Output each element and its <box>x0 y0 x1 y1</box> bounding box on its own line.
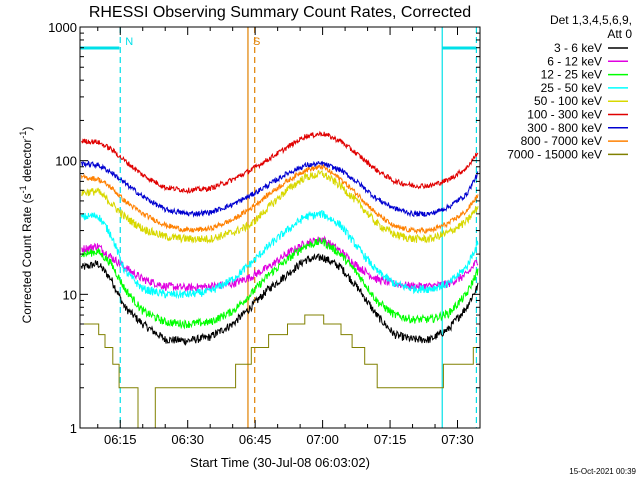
series-line-6 <box>81 130 479 195</box>
y-axis-label-part: ) <box>20 127 34 131</box>
axes: 06:15 06:30 06:45 07:00 07:15 07:30 1 10 100 1000 <box>48 20 480 447</box>
legend-header-detectors: Det 1,3,4,5,6,9, <box>550 13 632 27</box>
marker-label: N <box>125 36 133 48</box>
chart-title: RHESSI Observing Summary Count Rates, Co… <box>89 4 471 21</box>
y-tick-label: 100 <box>55 154 77 169</box>
x-tick-label: 07:15 <box>374 432 407 447</box>
legend-entry-label: 7000 - 15000 keV <box>507 147 602 161</box>
y-tick-label: 1 <box>70 421 77 436</box>
generation-timestamp: 15-Oct-2021 00:39 <box>569 467 636 476</box>
x-tick-label: 06:45 <box>239 432 272 447</box>
series-line-1 <box>80 253 479 347</box>
y-axis-label: Corrected Count Rate (s-1 detector-1) <box>18 127 34 324</box>
legend-entry-label: 25 - 50 keV <box>541 81 602 95</box>
series-line-8 <box>80 164 479 235</box>
series-line-5 <box>80 170 479 245</box>
legend-entry-label: 800 - 7000 keV <box>521 134 602 148</box>
y-axis-label-part: detector <box>20 139 34 186</box>
x-tick-label: 06:15 <box>104 432 137 447</box>
legend-entry-label: 6 - 12 keV <box>547 54 602 68</box>
series-layer <box>80 130 479 429</box>
x-tick-label: 07:00 <box>306 432 339 447</box>
y-tick-label: 1000 <box>48 20 77 35</box>
x-axis-label: Start Time (30-Jul-08 06:03:02) <box>190 455 370 470</box>
y-tick-label: 10 <box>63 287 77 302</box>
legend-entry-label: 3 - 6 keV <box>554 41 602 55</box>
series-line-3 <box>80 236 479 330</box>
plot-frame <box>79 26 481 429</box>
series-line-4 <box>80 209 479 300</box>
series-line-9 <box>81 314 478 429</box>
y-axis-label-exponent: -1 <box>18 131 28 139</box>
x-tick-label: 06:30 <box>171 432 204 447</box>
legend-header-attenuator: Att 0 <box>607 27 632 41</box>
series-line-2 <box>81 235 479 293</box>
legend-entry-label: 50 - 100 keV <box>534 94 602 108</box>
legend-entry-label: 300 - 800 keV <box>527 121 602 135</box>
legend-entry-label: 12 - 25 keV <box>541 68 602 82</box>
legend-entry-label: 100 - 300 keV <box>527 108 602 122</box>
marker-label: S <box>253 36 260 48</box>
series-line-7 <box>80 160 479 218</box>
x-tick-label: 07:30 <box>441 432 474 447</box>
y-axis-label-exponent: -1 <box>18 185 28 193</box>
y-axis-label-part: Corrected Count Rate (s <box>20 193 34 323</box>
